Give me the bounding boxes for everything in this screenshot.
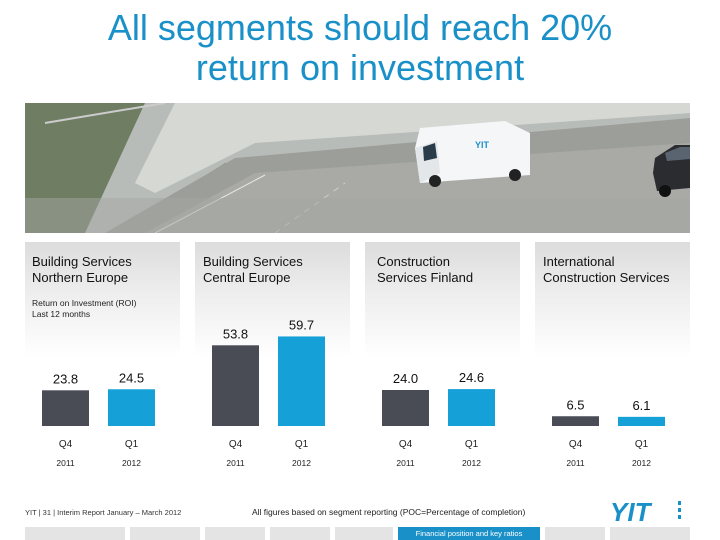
category-label-3-q4: Q4 <box>399 439 413 450</box>
panel-title-2-line-2: Central Europe <box>203 270 291 285</box>
title-line-2: return on investment <box>195 47 525 88</box>
car-image <box>653 145 690 197</box>
year-label-3-2012: 2012 <box>462 458 481 468</box>
value-label-3-q1: 24.6 <box>459 370 484 385</box>
bar-2-q1 <box>278 336 325 426</box>
van-image: YIT <box>415 121 530 187</box>
panel-title-4-line-2: Construction Services <box>543 270 670 285</box>
year-label-2-2012: 2012 <box>292 458 311 468</box>
category-label-4-q4: Q4 <box>569 439 583 450</box>
footer-bar-segment-6 <box>545 527 605 540</box>
value-label-4-q4: 6.5 <box>566 397 584 412</box>
panel-title-1: Building Services Northern Europe <box>32 254 132 286</box>
value-label-1-q1: 24.5 <box>119 370 144 385</box>
footer-bar-segment-3 <box>205 527 265 540</box>
panel-title-3-line-1: Construction <box>377 254 450 269</box>
footer-page-info: YIT | 31 | Interim Report January – Marc… <box>25 508 182 517</box>
svg-text:YIT: YIT <box>475 140 490 150</box>
footer-bar-segment-2 <box>130 527 200 540</box>
value-label-1-q4: 23.8 <box>53 371 78 386</box>
category-label-2-q1: Q1 <box>295 439 309 450</box>
panel-title-2: Building Services Central Europe <box>203 254 303 286</box>
footer-bar-segment-5 <box>335 527 393 540</box>
panel-title-2-line-1: Building Services <box>203 254 303 269</box>
panel-bg-3 <box>365 242 520 358</box>
value-label-2-q1: 59.7 <box>289 317 314 332</box>
category-label-4-q1: Q1 <box>635 439 649 450</box>
year-label-4-2012: 2012 <box>632 458 651 468</box>
bar-2-q4 <box>212 345 259 426</box>
roi-label-line-2: Last 12 months <box>32 309 91 319</box>
road-photo: YIT <box>25 103 690 233</box>
footer-bar-segment-4 <box>270 527 330 540</box>
bar-4-q4 <box>552 416 599 426</box>
panel-bg-1 <box>25 242 180 358</box>
year-label-3-2011: 2011 <box>396 458 415 468</box>
panel-title-1-line-1: Building Services <box>32 254 132 269</box>
year-label-4-2011: 2011 <box>566 458 585 468</box>
title-line-1: All segments should reach 20% <box>107 7 613 48</box>
bar-4-q1 <box>618 416 665 426</box>
panel-title-3-line-2: Services Finland <box>377 270 474 285</box>
panel-bg-4 <box>535 242 690 358</box>
panel-title-1-line-2: Northern Europe <box>32 270 129 285</box>
yit-logo-text: YIT <box>610 497 653 525</box>
page-title: All segments should reach 20% return on … <box>0 8 720 88</box>
category-label-1-q1: Q1 <box>125 439 139 450</box>
panel-title-4: International Construction Services <box>543 254 669 286</box>
roi-label-line-1: Return on Investment (ROI) <box>32 298 137 308</box>
year-label-1-2012: 2012 <box>122 458 141 468</box>
value-label-2-q4: 53.8 <box>223 326 248 341</box>
bar-1-q4 <box>42 390 89 426</box>
panel-title-4-line-1: International <box>543 254 615 269</box>
year-label-2-2011: 2011 <box>226 458 245 468</box>
category-label-1-q4: Q4 <box>59 439 73 450</box>
year-label-1-2011: 2011 <box>56 458 75 468</box>
footer-note: All figures based on segment reporting (… <box>252 507 526 517</box>
category-label-3-q1: Q1 <box>465 439 479 450</box>
panel-title-3: Construction Services Finland <box>377 254 473 286</box>
footer-bar-segment-1 <box>25 527 125 540</box>
footer-bar-segment-7 <box>610 527 690 540</box>
value-label-4-q1: 6.1 <box>632 398 650 413</box>
bar-3-q4 <box>382 390 429 426</box>
bar-3-q1 <box>448 389 495 426</box>
bar-1-q1 <box>108 389 155 426</box>
category-label-2-q4: Q4 <box>229 439 243 450</box>
roi-label: Return on Investment (ROI) Last 12 month… <box>32 298 136 320</box>
value-label-3-q4: 24.0 <box>393 371 418 386</box>
footer-tab-financial-position[interactable]: Financial position and key ratios <box>398 527 540 540</box>
yit-logo: YIT <box>610 497 681 525</box>
